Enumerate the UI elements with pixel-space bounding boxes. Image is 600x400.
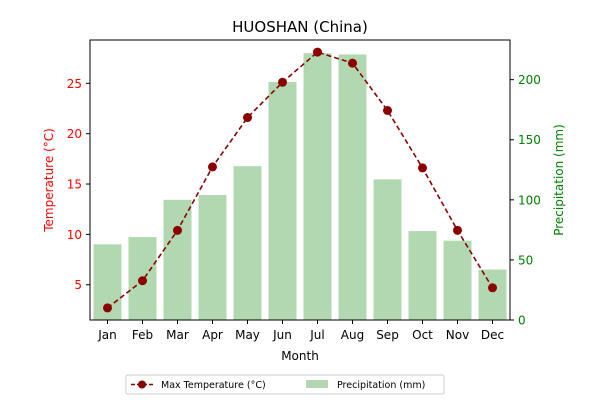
precipitation-bar <box>443 240 472 320</box>
precipitation-bar <box>303 53 332 321</box>
legend-bar-swatch <box>306 380 328 388</box>
y-left-tick-label: 10 <box>67 228 82 242</box>
precipitation-bar <box>233 166 262 320</box>
temperature-point <box>313 47 322 57</box>
precipitation-bar <box>338 54 367 321</box>
legend: Max Temperature (°C) Precipitation (mm) <box>125 374 445 395</box>
temperature-point <box>383 106 392 116</box>
x-tick-label: Nov <box>446 328 469 342</box>
x-tick-label: Jan <box>97 328 117 342</box>
y-left-tick-label: 25 <box>67 77 82 91</box>
temperature-point <box>348 58 357 68</box>
y-right-tick-label: 100 <box>518 193 541 207</box>
x-tick-label: Aug <box>341 328 364 342</box>
temperature-point <box>138 276 147 286</box>
legend-label-precipitation: Precipitation (mm) <box>337 380 425 391</box>
x-tick-label: Oct <box>412 328 433 342</box>
precipitation-bar <box>478 269 507 320</box>
chart-title: HUOSHAN (China) <box>232 18 368 36</box>
x-tick-label: Mar <box>166 328 189 342</box>
temperature-point <box>278 77 287 87</box>
y-axis-right: 0 50 100 150 200 <box>510 73 541 328</box>
y-axis-left: 5 10 15 20 25 <box>67 77 90 292</box>
y-right-tick-label: 0 <box>518 314 526 328</box>
x-tick-label: May <box>235 328 260 342</box>
temperature-point <box>453 225 462 235</box>
y-right-tick-label: 200 <box>518 73 541 87</box>
plot-frame <box>89 39 511 321</box>
y-right-tick-label: 50 <box>518 253 533 267</box>
temperature-line <box>103 47 497 313</box>
x-axis-label: Month <box>281 349 319 363</box>
legend-line-marker <box>138 380 146 389</box>
y-left-tick-label: 20 <box>67 127 82 141</box>
x-tick-label: Apr <box>202 328 223 342</box>
y-right-tick-label: 150 <box>518 133 541 147</box>
x-tick-label: Jul <box>309 328 324 342</box>
legend-label-temperature: Max Temperature (°C) <box>161 380 266 391</box>
precipitation-bar <box>373 179 402 320</box>
x-tick-label: Dec <box>481 328 504 342</box>
temperature-point <box>103 303 112 313</box>
temperature-point <box>243 113 252 123</box>
y-left-tick-label: 5 <box>74 278 82 292</box>
y-axis-right-label: Precipitation (mm) <box>552 124 566 236</box>
precipitation-bar <box>198 195 227 320</box>
temperature-point <box>488 283 497 293</box>
x-tick-label: Sep <box>376 328 399 342</box>
x-tick-label: Feb <box>132 328 153 342</box>
y-axis-left-label: Temperature (°C) <box>42 128 56 233</box>
temperature-point <box>418 163 427 173</box>
precipitation-bar <box>163 199 192 320</box>
legend-box <box>125 374 445 395</box>
precipitation-bar <box>408 231 437 320</box>
temperature-point <box>173 225 182 235</box>
x-tick-label: Jun <box>272 328 292 342</box>
x-axis: Jan Feb Mar Apr May Jun Jul Aug Sep Oct Nov Dec <box>97 320 504 342</box>
precipitation-bar <box>268 82 297 320</box>
temperature-point <box>208 162 217 172</box>
precipitation-bars <box>93 53 507 321</box>
y-left-tick-label: 15 <box>67 178 82 192</box>
